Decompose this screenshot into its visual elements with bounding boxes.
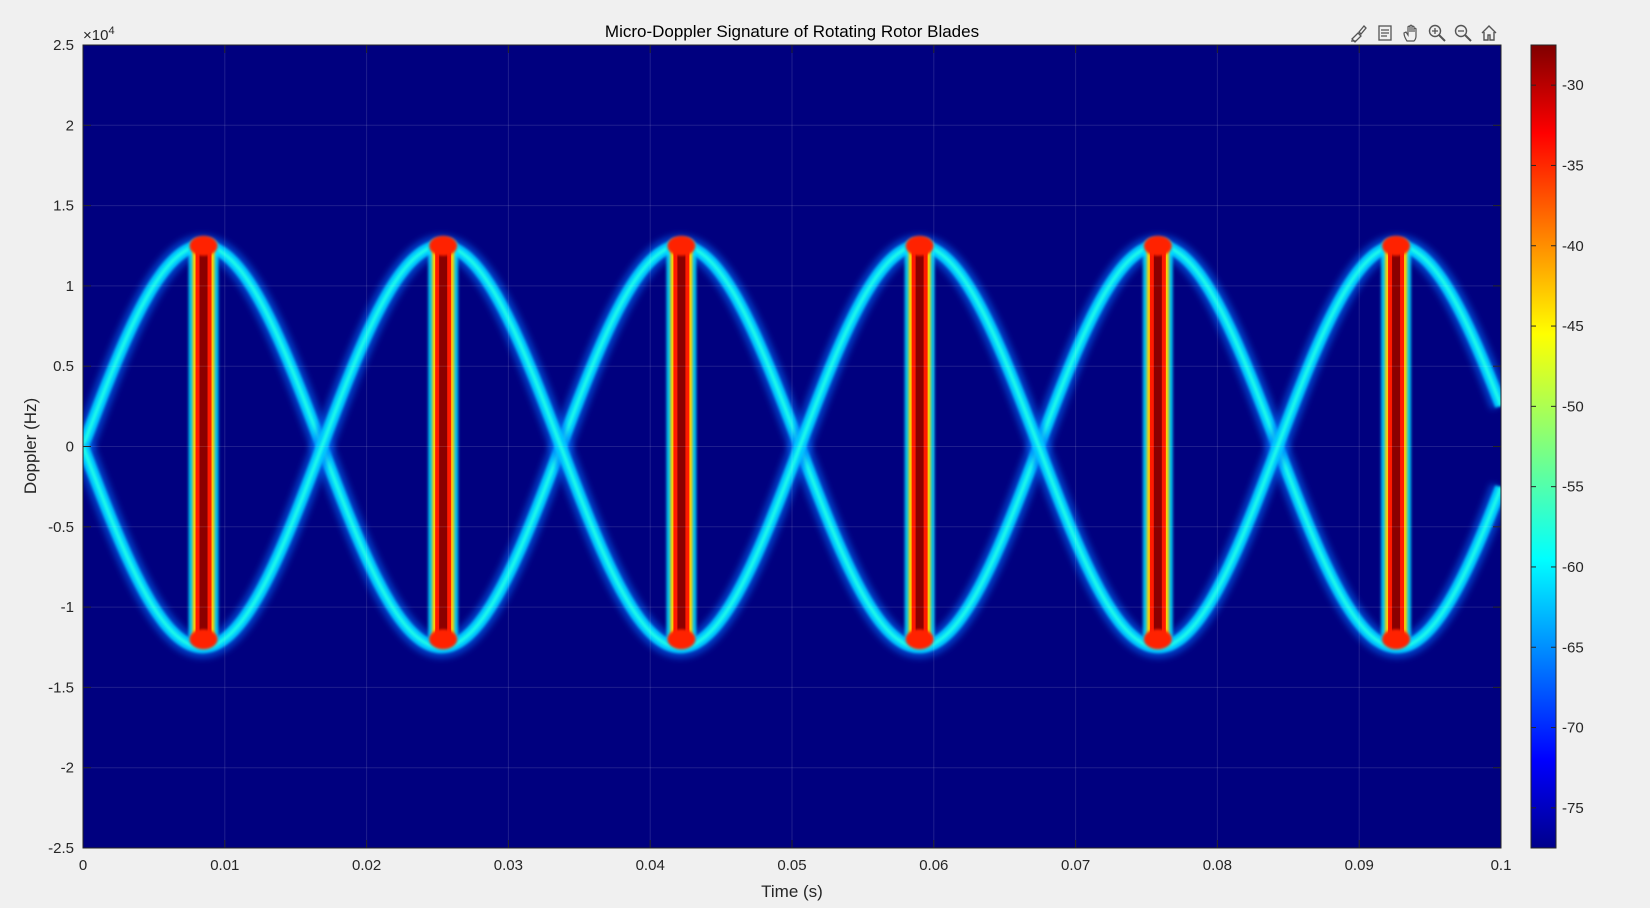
flash-core: [1392, 251, 1401, 634]
x-tick-label: 0.08: [1203, 857, 1232, 874]
flash-cap-top: [189, 235, 218, 256]
datatip-icon: [1378, 25, 1392, 41]
x-tick-label: 0.05: [777, 857, 806, 874]
colorbar-tick-label: -40: [1562, 238, 1584, 255]
pan-button[interactable]: [1400, 22, 1422, 44]
chart-title: Micro-Doppler Signature of Rotating Roto…: [605, 22, 979, 41]
colorbar-tick-label: -30: [1562, 77, 1584, 94]
x-tick-label: 0.03: [494, 857, 523, 874]
zoom-out-button[interactable]: [1452, 22, 1474, 44]
brush-icon: [1351, 25, 1367, 43]
flash-cap-bottom: [189, 629, 218, 650]
colorbar-tick-label: -45: [1562, 318, 1584, 335]
colorbar-ticks: -30 -35 -40 -45 -50 -55 -60 -65 -70 -75: [1531, 77, 1584, 817]
home-button[interactable]: [1478, 22, 1500, 44]
zoom-in-icon: [1428, 24, 1446, 42]
y-tick-label: -0.5: [48, 519, 74, 536]
zoom-in-button[interactable]: [1426, 22, 1448, 44]
y-tick-label: -1.5: [48, 679, 74, 696]
x-tick-label: 0.04: [636, 857, 665, 874]
flash-core: [199, 251, 208, 634]
y-exponent: ×104: [83, 25, 115, 44]
y-tick-label: 2.5: [53, 37, 74, 54]
colorbar-tick-label: -35: [1562, 157, 1584, 174]
flash-core: [915, 251, 924, 634]
flash-cap-bottom: [1382, 629, 1411, 650]
y-axis-label: Doppler (Hz): [21, 398, 40, 494]
flash-core: [439, 251, 448, 634]
axes-toolbar: [1348, 20, 1500, 46]
zoom-out-icon: [1454, 24, 1472, 42]
y-tick-label: 0: [66, 439, 74, 456]
y-tick-label: 2: [66, 117, 74, 134]
colorbar-tick-label: -75: [1562, 800, 1584, 817]
svg-text:×104: ×104: [83, 25, 115, 44]
colorbar-tick-label: -70: [1562, 720, 1584, 737]
brush-button[interactable]: [1348, 22, 1370, 44]
x-tick-label: 0.01: [210, 857, 239, 874]
sinusoid-traces: [83, 234, 1501, 659]
flash-cap-top: [1143, 235, 1172, 256]
colorbar-tick-label: -60: [1562, 559, 1584, 576]
y-tick-label: 1: [66, 278, 74, 295]
flash-cap-top: [429, 235, 458, 256]
flash-cap-top: [1382, 235, 1411, 256]
colorbar[interactable]: -30 -35 -40 -45 -50 -55 -60 -65 -70 -75: [1530, 44, 1584, 849]
flash-core: [1153, 251, 1162, 634]
plot-area[interactable]: [82, 44, 1502, 849]
x-tick-label: 0.06: [919, 857, 948, 874]
x-axis-label: Time (s): [761, 882, 823, 901]
blade-flashes: [188, 45, 1418, 848]
y-tick-label: -1: [61, 599, 74, 616]
flash-cap-top: [905, 235, 934, 256]
y-axis: 2.5 2 1.5 1 0.5 0 -0.5 -1 -1.5 -2 -2.5: [48, 37, 1501, 857]
flash-cap-bottom: [1143, 629, 1172, 650]
pan-hand-icon: [1403, 24, 1417, 42]
y-exponent-power: 4: [108, 25, 114, 37]
colorbar-tick-label: -50: [1562, 398, 1584, 415]
x-tick-label: 0: [79, 857, 87, 874]
y-tick-label: 0.5: [53, 358, 74, 375]
y-tick-label: 1.5: [53, 198, 74, 215]
colorbar-tick-label: -65: [1562, 639, 1584, 656]
x-tick-label: 0.1: [1491, 857, 1512, 874]
x-axis: 0 0.01 0.02 0.03 0.04 0.05 0.06 0.07 0.08 0.09 0.1: [79, 45, 1512, 874]
sinusoid-core: [83, 243, 1501, 650]
y-tick-label: -2.5: [48, 840, 74, 857]
datatip-button[interactable]: [1374, 22, 1396, 44]
flash-cap-bottom: [905, 629, 934, 650]
colorbar-tick-label: -55: [1562, 479, 1584, 496]
x-tick-label: 0.09: [1345, 857, 1374, 874]
colorbar-gradient: [1530, 44, 1557, 849]
flash-cap-bottom: [429, 629, 458, 650]
x-tick-label: 0.07: [1061, 857, 1090, 874]
y-exponent-base: ×10: [83, 27, 108, 44]
flash-core: [677, 251, 686, 634]
y-tick-label: -2: [61, 760, 74, 777]
x-tick-label: 0.02: [352, 857, 381, 874]
home-icon: [1481, 25, 1497, 41]
flash-cap-bottom: [667, 629, 696, 650]
flash-cap-top: [667, 235, 696, 256]
